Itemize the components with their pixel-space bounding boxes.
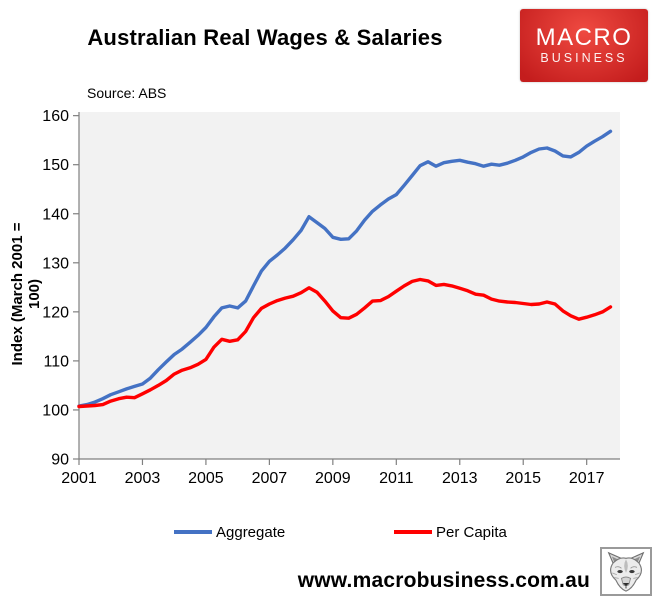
wolf-face-icon	[607, 551, 645, 592]
page-title: Australian Real Wages & Salaries	[87, 25, 443, 50]
legend-label-per-capita: Per Capita	[436, 523, 507, 541]
macrobusiness-logo: MACRO BUSINESS	[520, 9, 648, 82]
legend-label-aggregate: Aggregate	[216, 523, 286, 541]
svg-text:160: 160	[42, 108, 69, 125]
svg-text:2017: 2017	[569, 470, 605, 487]
svg-text:100: 100	[42, 402, 69, 419]
svg-text:130: 130	[42, 255, 69, 272]
svg-text:2003: 2003	[125, 470, 161, 487]
svg-text:2013: 2013	[442, 470, 478, 487]
wolf-logo-frame	[600, 547, 652, 596]
plot-area	[79, 112, 620, 459]
logo-text-macro: MACRO	[535, 24, 633, 52]
legend: Aggregate Per Capita	[0, 521, 667, 543]
per-capita-line	[77, 277, 613, 409]
svg-text:90: 90	[51, 452, 69, 469]
y-axis-title: Index (March 2001 = 100)	[9, 222, 43, 366]
svg-text:150: 150	[42, 157, 69, 174]
svg-text:2009: 2009	[315, 470, 351, 487]
tick-marks	[73, 115, 588, 465]
svg-text:120: 120	[42, 304, 69, 321]
legend-item-per-capita: Per Capita	[394, 521, 507, 543]
svg-text:2005: 2005	[188, 470, 224, 487]
series-lines	[77, 129, 613, 409]
svg-text:2015: 2015	[505, 470, 541, 487]
aggregate-line-swatch	[174, 530, 212, 534]
tick-labels: 90 100 110 120 130 140 150 160 2001 2003 2005 2007 2…	[42, 108, 604, 487]
svg-text:110: 110	[43, 353, 69, 370]
svg-text:140: 140	[42, 206, 69, 223]
website-url: www.macrobusiness.com.au	[297, 569, 590, 592]
svg-text:2001: 2001	[61, 470, 97, 487]
svg-text:2011: 2011	[379, 470, 414, 487]
svg-text:2007: 2007	[252, 470, 288, 487]
aggregate-line	[77, 129, 613, 408]
axes	[78, 112, 620, 460]
source-note: Source: ABS	[87, 85, 167, 101]
logo-text-business: BUSINESS	[540, 50, 628, 65]
per-capita-line-swatch	[394, 530, 432, 534]
legend-item-aggregate: Aggregate	[174, 521, 285, 543]
